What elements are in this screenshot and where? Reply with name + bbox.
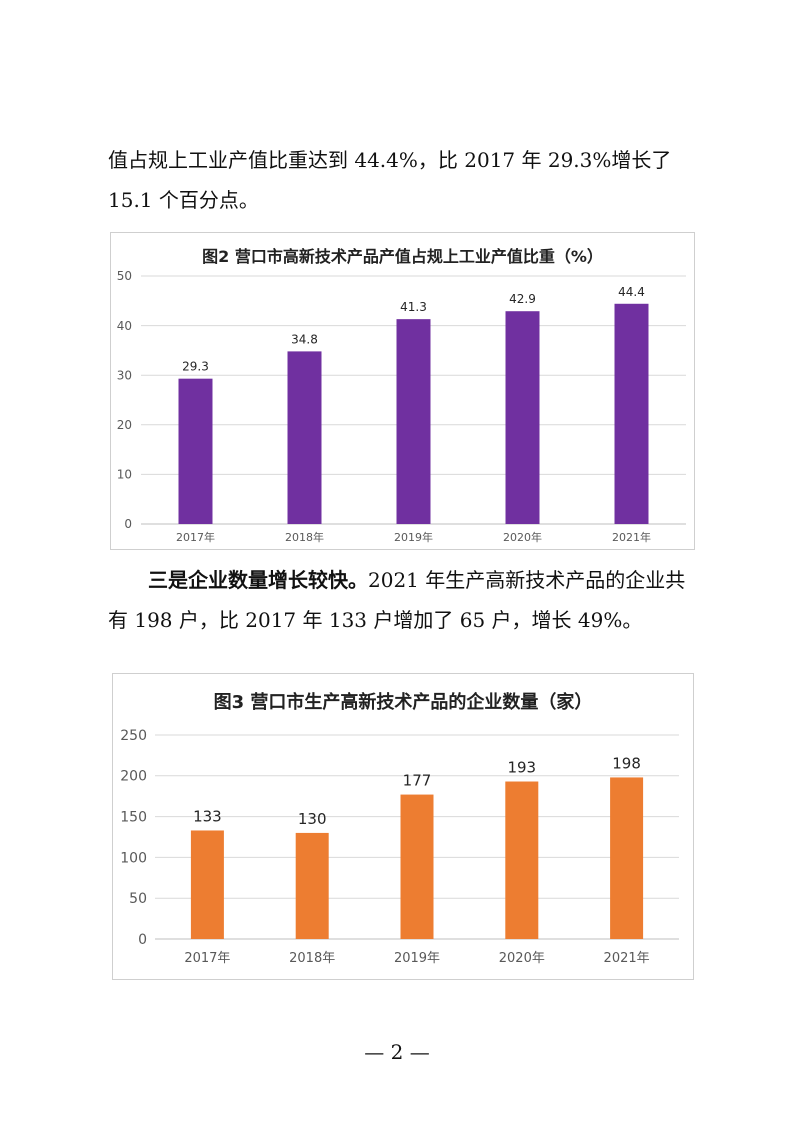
chart-3-y-tick-label: 0	[138, 932, 147, 948]
chart-2-data-label: 29.3	[182, 360, 209, 374]
chart-3-y-tick-label: 150	[120, 810, 147, 826]
chart-2-bar	[178, 378, 213, 524]
chart-2-data-label: 41.3	[400, 300, 427, 314]
chart-3-data-label: 177	[403, 772, 432, 790]
chart-3-bar	[610, 777, 644, 939]
paragraph-2: 三是企业数量增长较快。2021 年生产高新技术产品的企业共有 198 户，比 2…	[108, 560, 698, 640]
chart-3-y-tick-label: 50	[129, 891, 147, 907]
chart-3-y-tick-label: 100	[120, 850, 147, 866]
chart-2-x-tick-label: 2020年	[503, 530, 542, 544]
chart-3-x-tick-label: 2017年	[184, 951, 230, 966]
chart-3-y-tick-label: 200	[120, 769, 147, 785]
chart-2-bar	[614, 303, 649, 524]
chart-2-x-tick-label: 2017年	[176, 530, 215, 544]
chart-3-frame: 图3 营口市生产高新技术产品的企业数量（家） 0 50 100 150 200 250 13…	[112, 673, 694, 980]
chart-3-x-tick-label: 2020年	[499, 951, 545, 966]
chart-3-data-label: 130	[298, 810, 327, 828]
paragraph-2-lead: 三是企业数量增长较快。	[148, 568, 368, 592]
chart-2-frame: 图2 营口市高新技术产品产值占规上工业产值比重（%） 0 10 20 30 40 50 29…	[110, 232, 695, 550]
chart-2-x-tick-label: 2021年	[612, 530, 651, 544]
chart-3-bar	[505, 781, 539, 939]
chart-3-y-tick-label: 250	[120, 728, 147, 744]
chart-3-bar	[400, 794, 434, 939]
chart-2-y-tick-label: 40	[117, 319, 132, 333]
paragraph-1: 值占规上工业产值比重达到 44.4%，比 2017 年 29.3%增长了 15.…	[108, 140, 698, 220]
chart-3-title: 图3 营口市生产高新技术产品的企业数量（家）	[213, 692, 593, 713]
chart-3-bar	[190, 830, 224, 939]
chart-2-y-tick-label: 10	[117, 468, 132, 482]
paragraph-2-text: 2021 年生产高新技术产品的企业共有 198 户，比 2017 年 133 户…	[108, 568, 686, 632]
chart-3-bar	[295, 832, 329, 939]
chart-3-plot: 0 50 100 150 200 250 133 2017年 130 2018年 177 2019年 1…	[120, 728, 679, 966]
chart-3-x-tick-label: 2019年	[394, 951, 440, 966]
chart-3-data-label: 193	[507, 759, 536, 777]
chart-2-data-label: 42.9	[509, 292, 536, 306]
chart-3-data-label: 198	[612, 754, 641, 772]
chart-2-title: 图2 营口市高新技术产品产值占规上工业产值比重（%）	[202, 247, 603, 266]
chart-2-y-tick-label: 0	[124, 517, 132, 531]
chart-2-data-label: 44.4	[618, 285, 645, 299]
chart-2-y-tick-label: 20	[117, 418, 132, 432]
chart-2-bar	[396, 319, 431, 524]
chart-3-x-tick-label: 2018年	[289, 951, 335, 966]
paragraph-1-text: 值占规上工业产值比重达到 44.4%，比 2017 年 29.3%增长了 15.…	[108, 148, 672, 212]
chart-3-data-label: 133	[193, 807, 222, 825]
chart-2-plot: 0 10 20 30 40 50 29.3 2017年 34.8 2018年 41.3 2019年 42…	[117, 269, 686, 544]
chart-2-y-tick-label: 30	[117, 368, 132, 382]
chart-3-x-tick-label: 2021年	[604, 951, 650, 966]
chart-2-y-tick-label: 50	[117, 269, 132, 283]
chart-2-x-tick-label: 2018年	[285, 530, 324, 544]
chart-2-bar	[287, 351, 322, 524]
page-number: — 2 —	[364, 1040, 430, 1064]
chart-2-data-label: 34.8	[291, 332, 318, 346]
chart-2-x-tick-label: 2019年	[394, 530, 433, 544]
chart-2-bar	[505, 311, 540, 524]
